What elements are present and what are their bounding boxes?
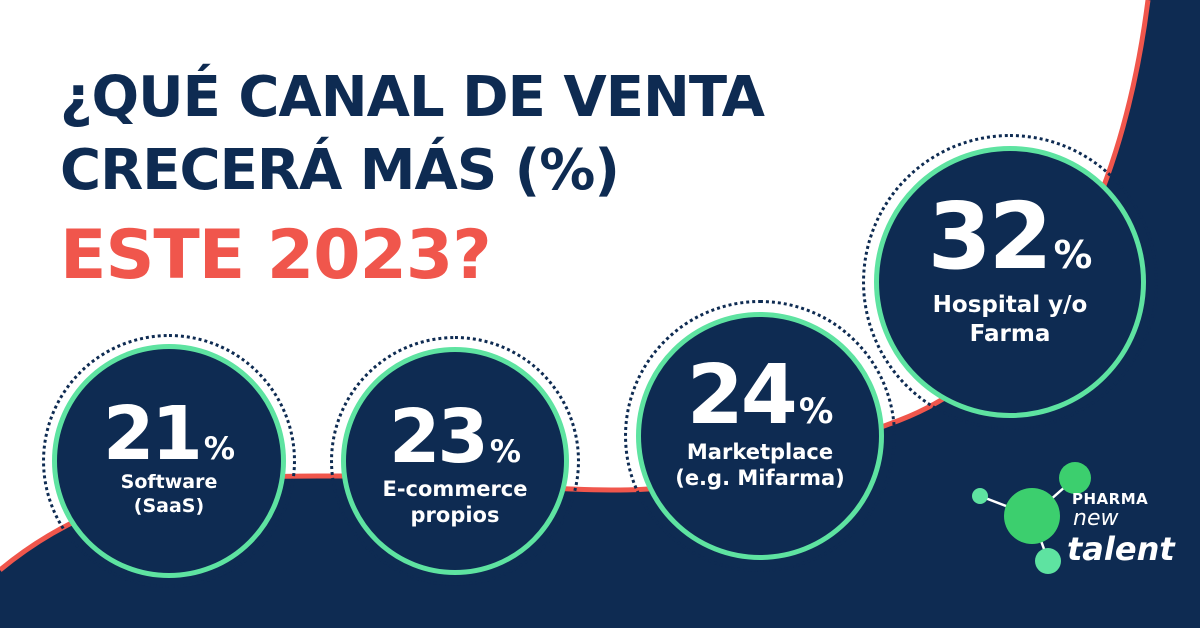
dotted-ring-marketplace (624, 300, 896, 572)
logo-text-talent: talent (1067, 530, 1175, 568)
logo-molecule-icon (972, 462, 1091, 574)
stat-circle-hospital: 32% Hospital y/o Farma (874, 146, 1146, 418)
headline-line-1: ¿QUÉ CANAL DE VENTA (60, 65, 765, 130)
logo-text-pharma: PHARMA (1072, 490, 1149, 508)
stat-label: Marketplace (e.g. Mifarma) (675, 440, 845, 491)
logo-text-new: new (1073, 506, 1119, 531)
stat-circle-marketplace: 24% Marketplace (e.g. Mifarma) (636, 312, 884, 560)
dotted-ring-software (42, 334, 296, 588)
dotted-ring-hospital (862, 134, 1158, 430)
stat-value: 21% (102, 391, 236, 477)
stat-label: E-commerce propios (382, 477, 528, 528)
stat-label: Software (SaaS) (120, 471, 218, 517)
stat-value: 32% (927, 183, 1093, 290)
stat-circle-ecommerce: 23% E-commerce propios (341, 347, 569, 575)
headline-line-3: ESTE 2023? (60, 216, 492, 295)
stat-label: Hospital y/o Farma (932, 292, 1088, 347)
dotted-ring-ecommerce (330, 336, 580, 586)
stat-value: 23% (388, 394, 522, 480)
headline-line-2: CRECERÁ MÁS (%) (60, 138, 620, 203)
stat-circle-software: 21% Software (SaaS) (52, 344, 286, 578)
stat-value: 24% (686, 348, 834, 443)
